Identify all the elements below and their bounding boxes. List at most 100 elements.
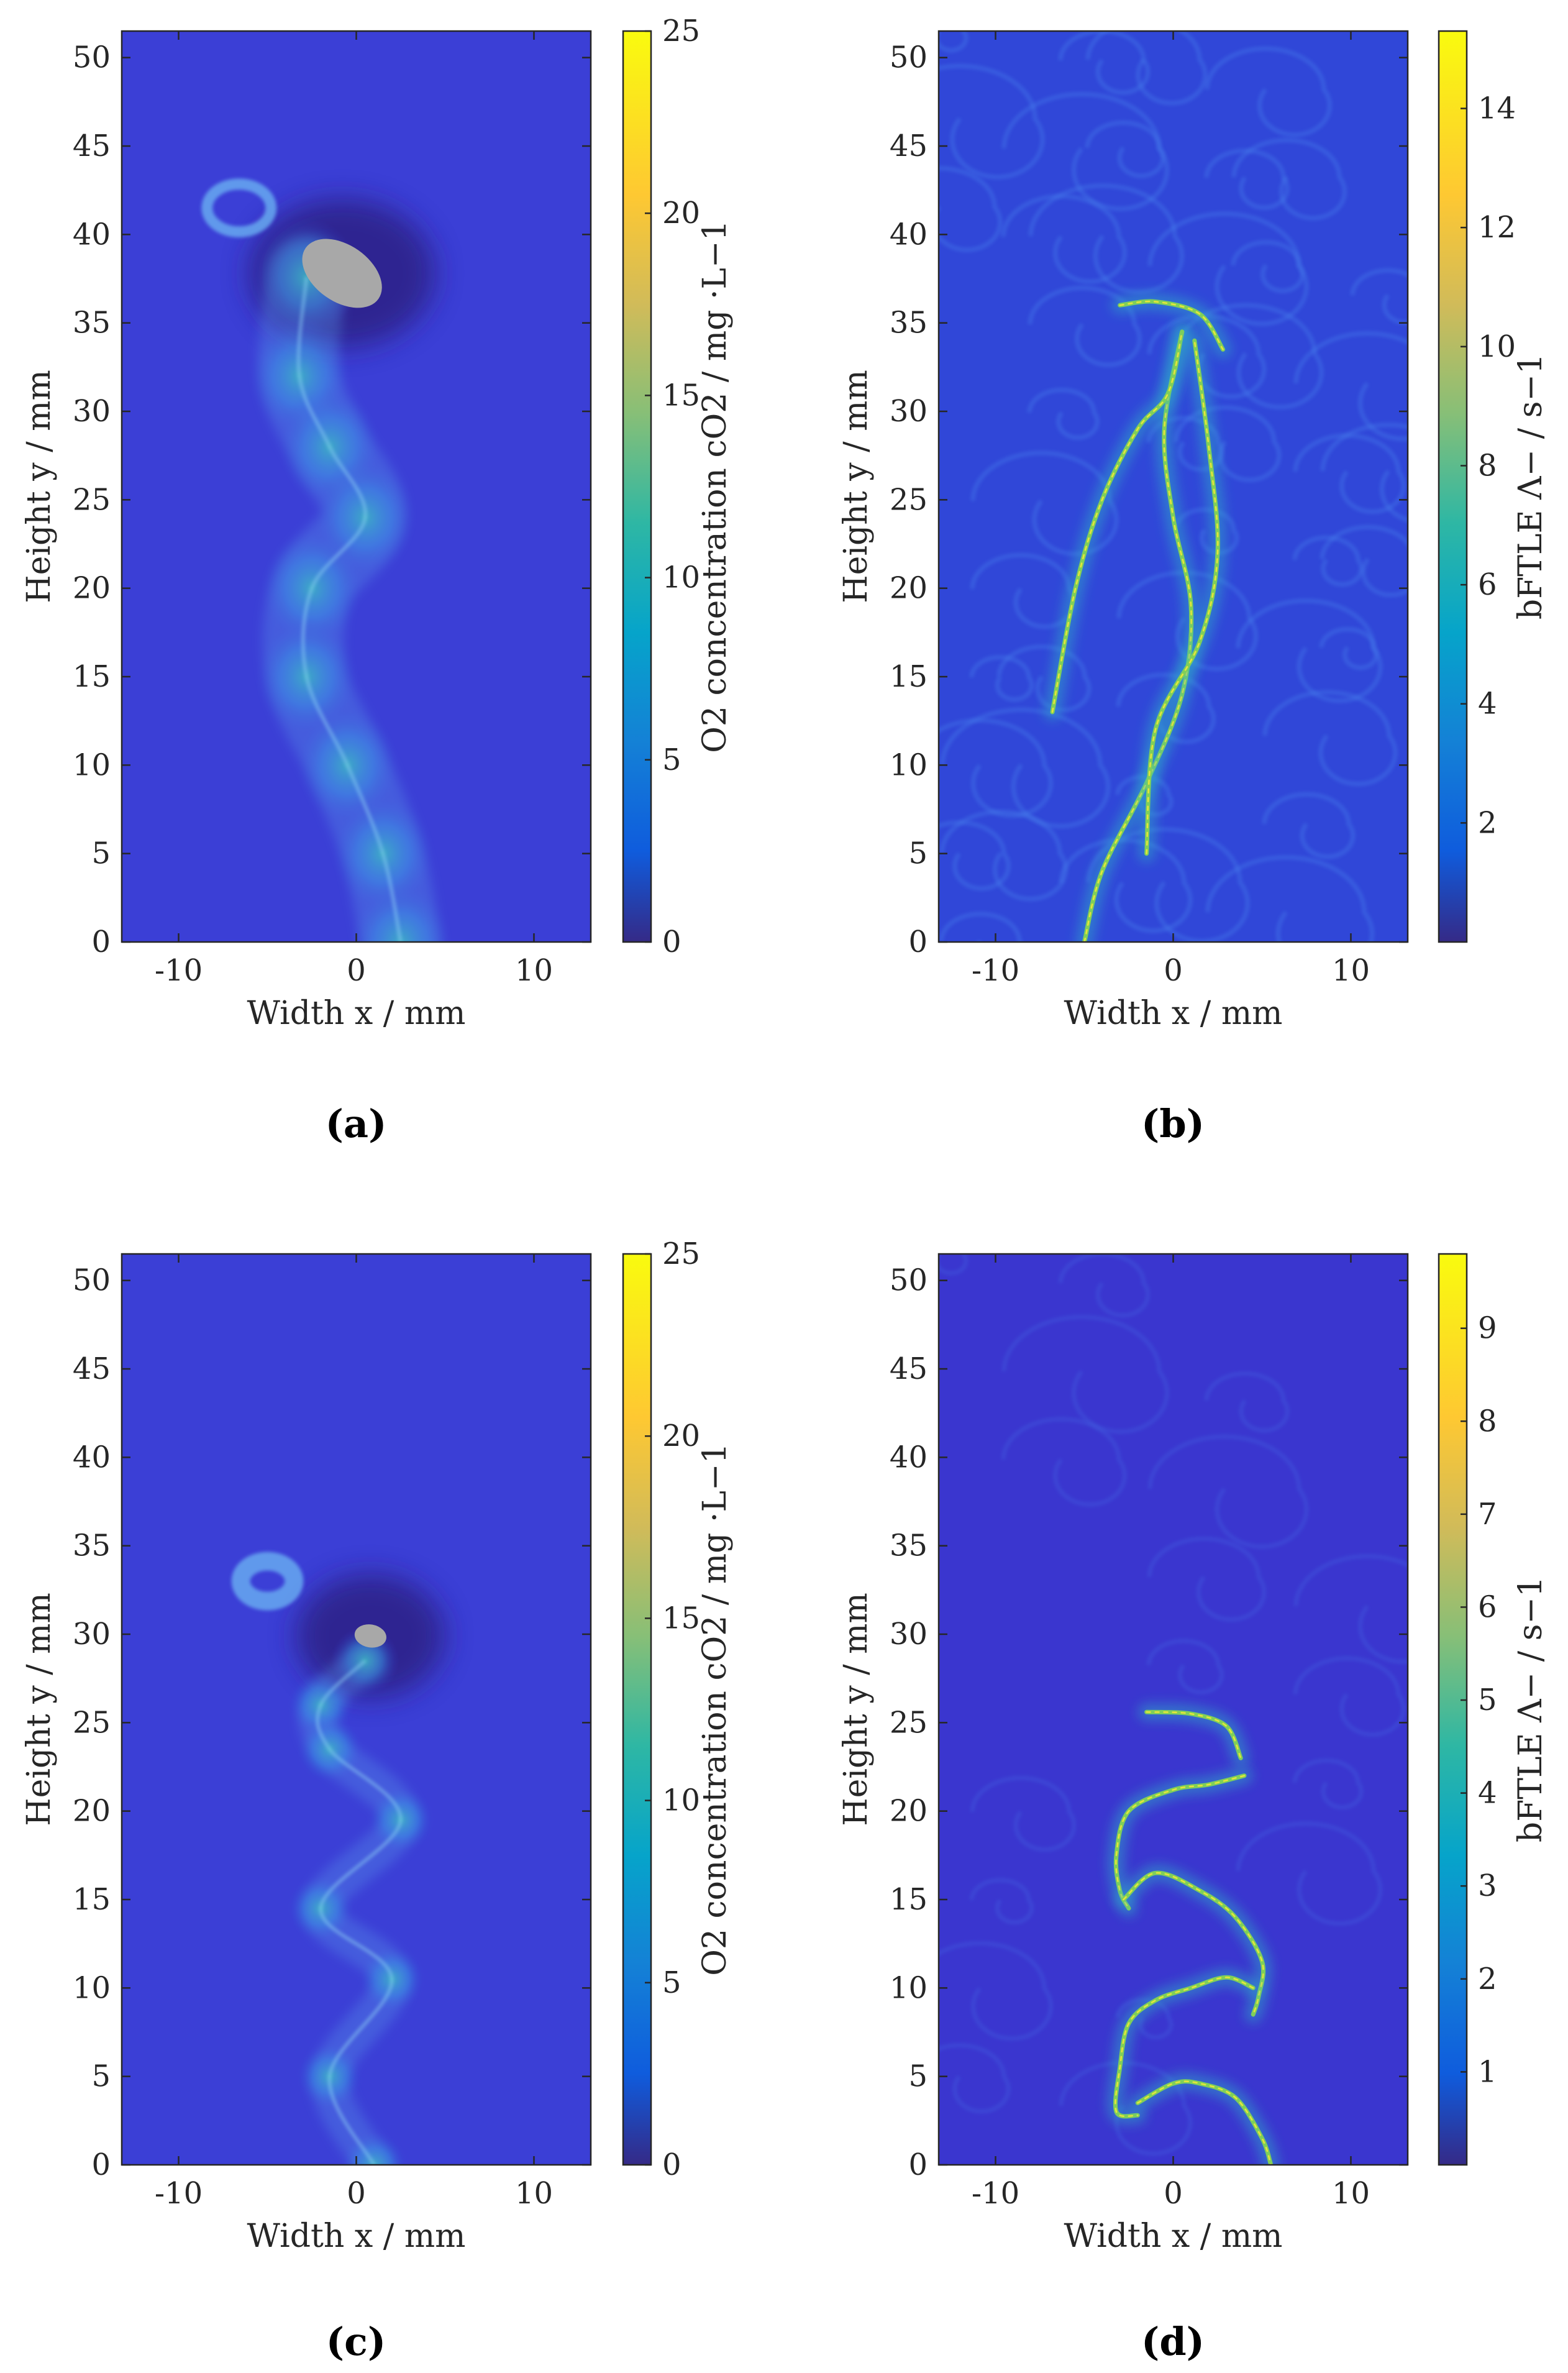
panel-d-colorbar-tick-label: 6 [1478,1589,1497,1624]
panel-b-swirl-structure [969,655,1034,702]
panel-d-swirl-structure [1058,1254,1151,1318]
panel-a-y-tick-label: 25 [73,482,111,517]
panel-c-y-axis-label: Height y / mm [21,1593,58,1826]
panel-c-colorbar-tick-label: 5 [662,1965,681,2000]
panel-d-y-tick-label: 0 [908,2147,928,2182]
panel-d-y-tick-label: 20 [890,1794,928,1829]
panel-b-x-tick-label: 10 [1332,953,1370,988]
panel-d-colorbar-tick-label: 7 [1478,1497,1497,1532]
panel-b-swirl-structure [1319,627,1379,670]
panel-c-particle [354,1624,386,1648]
panel-d-y-tick-label: 35 [890,1529,928,1563]
panel-b-y-tick-label: 35 [890,306,928,341]
panel-b-colorbar-tick-label: 8 [1478,448,1497,483]
panel-c-y-tick-label: 45 [73,1351,111,1386]
panel-a-y-tick-label: 0 [91,925,111,959]
panel-a-y-tick-label: 10 [73,748,111,782]
panel-b-y-tick-label: 25 [890,482,928,517]
panel-c-y-tick-label: 5 [91,2059,111,2094]
panel-d-colorbar-tick-label: 8 [1478,1404,1497,1438]
panel-b: -10 0 10 0 5 10 15 20 25 30 35 40 45 50 Width x / mm He… [837,30,1549,1146]
panel-d-y-tick-label: 15 [890,1882,928,1917]
panel-a-wake-filament [297,277,403,942]
panel-b-swirl-structure [939,820,1011,891]
panel-d-colorbar-tick-label: 5 [1478,1683,1497,1717]
panel-b-y-tick-label: 5 [908,836,928,871]
panel-d-colorbar-tick-label: 1 [1478,2054,1497,2089]
panel-a-y-tick-label: 40 [73,217,111,252]
panel-b-ridge-peak [1146,339,1219,854]
panel-c-colorbar-tick-label: 20 [662,1419,700,1453]
panel-a-y-tick-label: 50 [73,40,111,75]
panel-c-y-tick-label: 25 [73,1705,111,1740]
panel-a-particle [302,239,382,308]
panel-b-swirl-structure [939,166,1003,252]
panel-d-swirl-structure [1204,1371,1290,1433]
panel-b-x-tick-label: 0 [1164,953,1183,988]
panel-b-colorbar-label: bFTLE Λ− / s−1 [1512,354,1549,620]
panel-a-colorbar-tick-label: 0 [662,925,681,959]
panel-c-y-tick-label: 50 [73,1263,111,1298]
panel-c-x-tick-label: 10 [515,2176,553,2211]
panel-d-swirl-structure [1059,2060,1193,2156]
panel-d-y-tick-label: 30 [890,1617,928,1652]
panel-c-x-tick-label: -10 [155,2176,203,2211]
panel-a-colorbar-tick-label: 15 [662,378,700,413]
panel-d-swirl-structure [1292,1758,1364,1810]
panel-c-x-tick-label: 0 [347,2176,366,2211]
panel-a-colorbar-tick-label: 25 [662,14,700,48]
panel-a-label: (a) [326,1101,387,1146]
panel-b-swirl-structure [1174,303,1324,409]
panel-b-colorbar-tick-label: 10 [1478,329,1516,364]
panel-d-x-tick-label: 0 [1164,2176,1183,2211]
panel-b-swirl-structure [1350,268,1408,325]
panel-a-colorbar-frame [622,30,652,943]
panel-d-y-tick-label: 10 [890,1970,928,2005]
panel-c-y-tick-label: 20 [73,1794,111,1829]
panel-d-swirl-structure [1236,1821,1383,1926]
panel-b-swirl-structure [1320,524,1408,597]
panel-d-y-tick-label: 45 [890,1351,928,1386]
panel-a-colorbar-tick-label: 10 [662,560,700,595]
panel-a-colorbar-tick-label: 20 [662,196,700,231]
panel-b-axes: -10 0 10 0 5 10 15 20 25 30 35 40 45 50 Width x / mm He… [837,30,1549,1032]
panel-b-swirl-structure [1027,388,1100,440]
panel-a-x-axis-label: Width x / mm [247,995,466,1032]
panel-d-swirl-structure [939,1941,1053,2041]
panel-b-swirl-structure [1292,535,1364,587]
panel-d-swirl-structure [1147,1434,1309,1549]
panel-d-swirl-structure [939,2043,1011,2114]
panel-b-x-axis-label: Width x / mm [1064,995,1283,1032]
panel-b-colorbar-tick-label: 12 [1478,210,1516,245]
panel-b-y-tick-label: 50 [890,40,928,75]
panel-d-colorbar-frame [1438,1253,1468,2166]
panel-c-colorbar-tick-label: 15 [662,1601,700,1635]
panel-b-swirl-structure [1293,331,1408,441]
panel-d-ridge-peak [1115,1775,1246,1909]
panel-a-colorbar-label: O2 concentration cO2 / mg ·L−1 [696,220,734,752]
panel-d-swirl-structure [1293,1554,1408,1664]
panel-c-colorbar-tick-label: 25 [662,1237,700,1271]
panel-b-x-tick-label: -10 [972,953,1019,988]
panel-c-y-tick-label: 15 [73,1882,111,1917]
panel-d-y-tick-label: 40 [890,1440,928,1475]
panel-d-x-axis-label: Width x / mm [1064,2218,1283,2255]
panel-a-x-tick-label: -10 [155,953,203,988]
panel-c-colorbar-label: O2 concentration cO2 / mg ·L−1 [696,1443,734,1975]
panel-d-swirl-structure [1001,1315,1169,1434]
panel-c-x-axis-label: Width x / mm [247,2218,466,2255]
panel-c-colorbar [623,1254,651,2165]
panel-d-colorbar-label: bFTLE Λ− / s−1 [1512,1576,1549,1842]
panel-d-swirl-structure [1146,1639,1224,1694]
panel-d-swirl-structure [1293,1656,1406,1737]
panel-c-y-tick-label: 10 [73,1970,111,2005]
panel-b-label: (b) [1141,1101,1205,1146]
panel-b-swirl-structure [1059,838,1193,933]
panel-d-x-tick-label: 10 [1332,2176,1370,2211]
panel-d-colorbar-tick-label: 4 [1478,1776,1497,1811]
panel-a-wake [201,178,454,942]
